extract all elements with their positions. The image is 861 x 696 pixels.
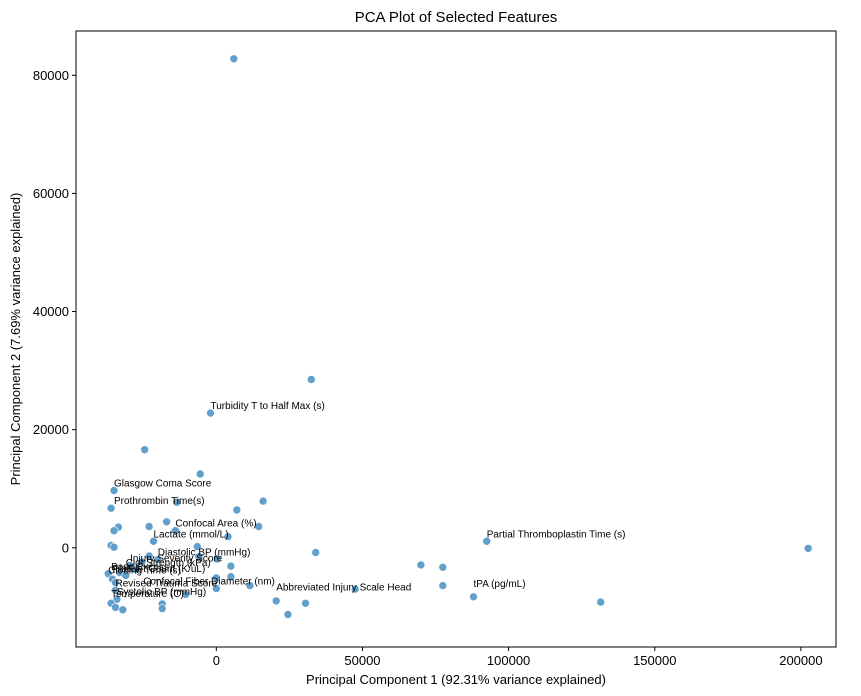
data-point (254, 522, 264, 531)
y-tick-label: 60000 (33, 186, 69, 201)
point-annotation: Clotting Time (s) (108, 565, 181, 576)
x-tick-label: 200000 (779, 653, 822, 668)
data-point (232, 505, 242, 515)
data-point (112, 594, 122, 604)
data-point (118, 605, 128, 615)
x-tick-label: 150000 (633, 653, 676, 668)
data-point (106, 503, 116, 513)
data-point (193, 542, 202, 551)
data-point (111, 603, 120, 612)
points-layer (103, 54, 813, 619)
data-point (172, 497, 182, 507)
point-annotation: Diastolic BP (mmHg) (158, 548, 251, 559)
point-annotation: Base Excess (111, 562, 169, 573)
point-annotation: Abbreviated Injury Scale Head (276, 582, 411, 593)
data-point (109, 542, 119, 552)
plot-frame (75, 30, 837, 648)
x-axis-ticks: 0 50000 100000 150000 200000 (213, 647, 823, 668)
y-tick-label: 0 (62, 540, 69, 555)
point-annotation: Revised Trauma Score (116, 578, 218, 589)
point-annotation: Confocal Area (%) (175, 519, 256, 530)
point-annotation: Platelet Count (K/uL) (113, 564, 206, 575)
data-point (212, 573, 221, 583)
x-tick-label: 50000 (344, 653, 380, 668)
data-point (482, 536, 492, 546)
point-annotation: Glasgow Coma Score (114, 479, 212, 490)
point-annotation: Turbidity T to Half Max (s) (211, 401, 325, 412)
data-point (438, 562, 448, 572)
data-point (195, 469, 205, 479)
data-point (121, 571, 130, 580)
data-point (803, 544, 813, 553)
x-tick-label: 0 (213, 653, 220, 668)
data-point (311, 548, 321, 557)
data-point (223, 532, 233, 541)
point-annotation: Temperature (C) (111, 589, 184, 600)
data-point (212, 584, 221, 593)
data-point (226, 572, 236, 582)
data-point (194, 552, 204, 561)
point-annotation: Injury Severity Score (130, 554, 223, 565)
data-point (144, 522, 154, 531)
y-tick-label: 40000 (33, 304, 69, 319)
point-annotation: Systolic BP (mmHg) (117, 587, 206, 598)
data-point (596, 597, 606, 607)
y-tick-label: 20000 (33, 422, 69, 437)
data-point (306, 375, 316, 384)
chart-title: PCA Plot of Selected Features (355, 9, 558, 26)
data-point (206, 408, 215, 418)
data-point (109, 526, 119, 536)
data-point (438, 581, 448, 590)
data-point (212, 554, 222, 564)
data-point (157, 604, 167, 613)
data-point (301, 598, 310, 608)
data-point (153, 555, 163, 564)
y-axis-ticks: 0 20000 40000 60000 80000 (33, 68, 76, 555)
data-point (162, 517, 171, 527)
data-point (149, 536, 158, 546)
data-point (137, 557, 147, 567)
point-annotation: Lactate (mmol/L) (154, 529, 229, 540)
point-annotation: Prothrombin Time(s) (114, 496, 205, 507)
data-point (416, 560, 426, 570)
data-point (144, 551, 154, 561)
data-point (229, 54, 239, 64)
data-point (258, 496, 268, 506)
point-annotation: Confocal Fiber Diameter (nm) (143, 577, 275, 588)
annotations-layer: Turbidity T to Half Max (s) Glasgow Coma … (108, 401, 625, 600)
data-point (181, 590, 190, 599)
data-point (140, 445, 149, 455)
y-axis-label: Principal Component 2 (7.69% variance ex… (8, 193, 23, 486)
x-tick-label: 100000 (487, 653, 530, 668)
point-annotation: Clot Strength (kPa) (126, 558, 211, 569)
data-point (111, 585, 120, 595)
data-point (350, 584, 360, 594)
data-point (271, 596, 281, 606)
data-point (131, 565, 141, 574)
data-point (226, 561, 236, 571)
data-point (109, 486, 119, 495)
data-point (283, 610, 293, 619)
data-point (171, 526, 180, 536)
y-tick-label: 80000 (33, 68, 69, 83)
data-point (125, 561, 135, 570)
point-annotation: Partial Thromboplastin Time (s) (487, 529, 626, 540)
point-annotation: tPA (pg/mL) (474, 579, 526, 590)
x-axis-label: Principal Component 1 (92.31% variance e… (306, 672, 606, 687)
data-point (469, 592, 478, 602)
data-point (245, 581, 255, 590)
